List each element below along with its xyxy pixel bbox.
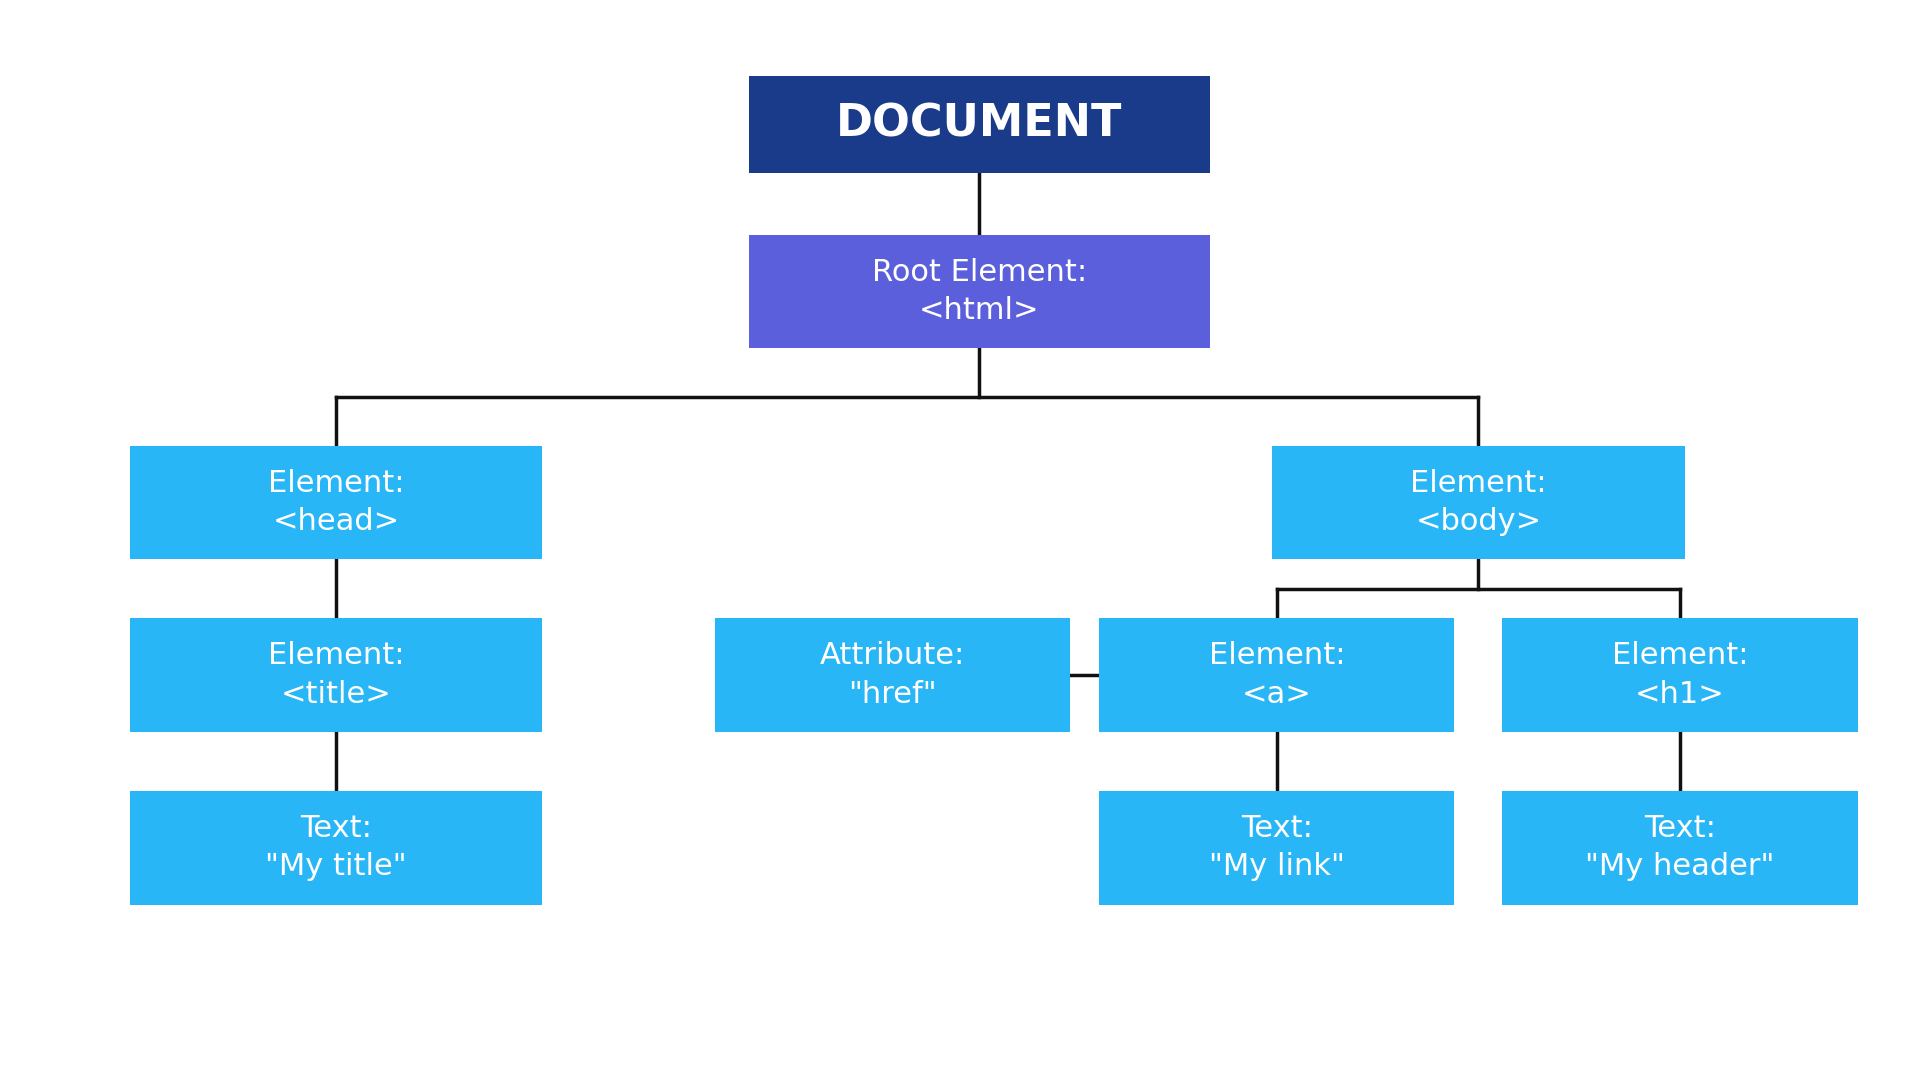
FancyBboxPatch shape: [749, 234, 1210, 348]
FancyBboxPatch shape: [129, 791, 541, 905]
FancyBboxPatch shape: [129, 618, 541, 732]
FancyBboxPatch shape: [1098, 618, 1455, 732]
FancyBboxPatch shape: [1098, 791, 1455, 905]
FancyBboxPatch shape: [714, 618, 1071, 732]
FancyBboxPatch shape: [129, 445, 541, 559]
Text: Root Element:
<html>: Root Element: <html>: [872, 258, 1087, 325]
Text: Element:
<a>: Element: <a>: [1208, 642, 1346, 708]
Text: Text:
"My header": Text: "My header": [1586, 814, 1774, 881]
Text: Element:
<title>: Element: <title>: [267, 642, 405, 708]
Text: Text:
"My title": Text: "My title": [265, 814, 407, 881]
Text: Text:
"My link": Text: "My link": [1210, 814, 1344, 881]
Text: Attribute:
"href": Attribute: "href": [820, 642, 966, 708]
FancyBboxPatch shape: [1501, 791, 1859, 905]
Text: DOCUMENT: DOCUMENT: [835, 103, 1123, 146]
Text: Element:
<head>: Element: <head>: [267, 469, 405, 536]
FancyBboxPatch shape: [749, 76, 1210, 173]
Text: Element:
<h1>: Element: <h1>: [1611, 642, 1749, 708]
FancyBboxPatch shape: [1501, 618, 1859, 732]
FancyBboxPatch shape: [1271, 445, 1686, 559]
Text: Element:
<body>: Element: <body>: [1409, 469, 1548, 536]
